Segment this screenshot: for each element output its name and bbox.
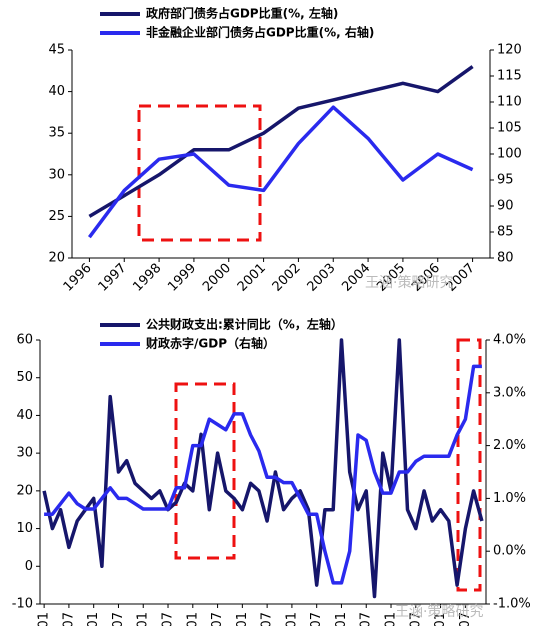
x-tick-label: 2003	[305, 261, 339, 295]
x-tick-label: 08/01	[334, 612, 349, 626]
watermark: 王涵·策略研究	[395, 603, 483, 620]
watermark: 王涵·策略研究	[365, 274, 453, 291]
y2-tick-label: 115	[497, 69, 522, 84]
y-tick-label: -10	[12, 597, 33, 612]
x-tick-label: 1999	[165, 261, 199, 295]
y2-tick-label: 95	[497, 173, 514, 188]
y-tick-label: 0	[25, 559, 33, 574]
x-tick-label: 96/01	[136, 612, 151, 626]
y2-tick-label: 1.0%	[493, 491, 526, 506]
y2-tick-label: 110	[497, 95, 522, 110]
y-tick-label: 40	[48, 84, 65, 99]
x-tick-label: 11/01	[384, 612, 399, 626]
x-tick-label: 00/07	[210, 612, 225, 626]
x-tick-label: 15/07	[458, 612, 473, 626]
y2-tick-label: 100	[497, 147, 522, 162]
y-tick-label: 20	[16, 483, 33, 498]
y2-tick-label: 80	[497, 251, 514, 266]
series-line	[87, 105, 474, 239]
x-tick-label: 06/07	[309, 612, 324, 626]
y-tick-label: 10	[16, 521, 33, 536]
y2-tick-label: -1.0%	[493, 597, 531, 612]
x-tick-label: 91/07	[61, 612, 76, 626]
legend-label: 财政赤字/GDP（右轴）	[145, 336, 275, 351]
y-tick-label: 30	[16, 446, 33, 461]
y-tick-label: 45	[48, 43, 65, 58]
y2-tick-label: 85	[497, 225, 514, 240]
legend-label: 政府部门债务占GDP比重(%, 左轴)	[146, 6, 338, 21]
y2-tick-label: 4.0%	[493, 333, 526, 348]
x-tick-label: 03/07	[260, 612, 275, 626]
y2-tick-label: 105	[497, 121, 522, 136]
series-line	[42, 338, 484, 599]
x-tick-label: 94/07	[111, 612, 126, 626]
x-tick-label: 1996	[61, 261, 95, 295]
x-tick-label: 2000	[200, 261, 234, 295]
highlight-box	[174, 382, 236, 560]
y-tick-label: 40	[16, 408, 33, 423]
y2-tick-label: 0.0%	[493, 544, 526, 559]
y-tick-label: 20	[48, 251, 65, 266]
x-tick-label: 12/07	[408, 612, 423, 626]
highlight-box	[456, 338, 482, 592]
x-tick-label: 02/01	[235, 612, 250, 626]
x-tick-label: 2002	[270, 261, 304, 295]
y2-tick-label: 3.0%	[493, 385, 526, 400]
legend-label: 非金融企业部门债务占GDP比重(%, 右轴)	[146, 25, 374, 40]
x-tick-label: 05/01	[284, 612, 299, 626]
legend-label: 公共财政支出:累计同比（%，左轴）	[146, 317, 343, 332]
y-tick-label: 35	[48, 126, 65, 141]
x-tick-label: 90/01	[37, 612, 52, 626]
y-tick-label: 60	[16, 333, 33, 348]
x-tick-label: 97/07	[161, 612, 176, 626]
y-tick-label: 50	[16, 370, 33, 385]
x-tick-label: 1998	[130, 261, 164, 295]
x-tick-label: 14/01	[433, 612, 448, 626]
series-line	[88, 65, 474, 218]
y2-tick-label: 120	[497, 43, 522, 58]
series-line	[44, 364, 482, 585]
x-tick-label: 93/01	[86, 612, 101, 626]
x-tick-label: 2001	[235, 261, 269, 295]
x-tick-label: 1997	[96, 261, 130, 295]
x-tick-label: 99/01	[185, 612, 200, 626]
x-tick-label: 09/07	[359, 612, 374, 626]
highlight-box	[137, 104, 262, 242]
y-tick-label: 30	[48, 167, 65, 182]
y2-tick-label: 90	[497, 199, 514, 214]
y-tick-label: 25	[48, 209, 65, 224]
y2-tick-label: 2.0%	[493, 438, 526, 453]
